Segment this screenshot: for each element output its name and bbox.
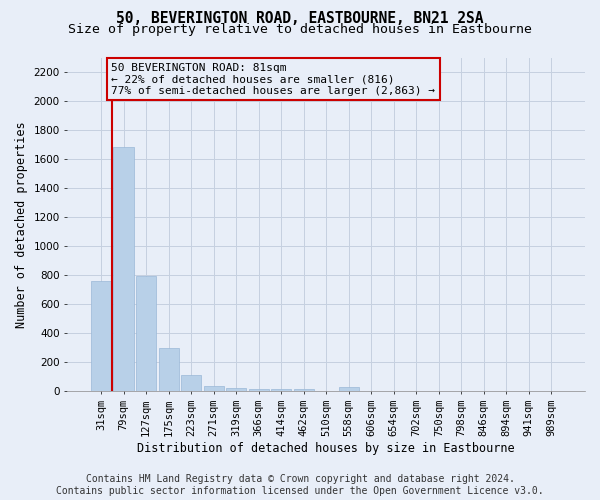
Bar bbox=[338, 387, 359, 392]
Text: Contains HM Land Registry data © Crown copyright and database right 2024.
Contai: Contains HM Land Registry data © Crown c… bbox=[56, 474, 544, 496]
Bar bbox=[203, 386, 224, 392]
Text: 50, BEVERINGTON ROAD, EASTBOURNE, BN21 2SA: 50, BEVERINGTON ROAD, EASTBOURNE, BN21 2… bbox=[116, 11, 484, 26]
Text: 50 BEVERINGTON ROAD: 81sqm
← 22% of detached houses are smaller (816)
77% of sem: 50 BEVERINGTON ROAD: 81sqm ← 22% of deta… bbox=[112, 62, 436, 96]
Y-axis label: Number of detached properties: Number of detached properties bbox=[15, 121, 28, 328]
Text: Size of property relative to detached houses in Eastbourne: Size of property relative to detached ho… bbox=[68, 22, 532, 36]
Bar bbox=[226, 388, 247, 392]
Bar bbox=[271, 389, 292, 392]
Bar bbox=[181, 374, 201, 392]
Bar bbox=[158, 348, 179, 392]
Bar bbox=[136, 276, 156, 392]
Bar bbox=[293, 389, 314, 392]
X-axis label: Distribution of detached houses by size in Eastbourne: Distribution of detached houses by size … bbox=[137, 442, 515, 455]
Bar bbox=[113, 148, 134, 392]
Bar bbox=[248, 388, 269, 392]
Bar bbox=[91, 281, 111, 392]
